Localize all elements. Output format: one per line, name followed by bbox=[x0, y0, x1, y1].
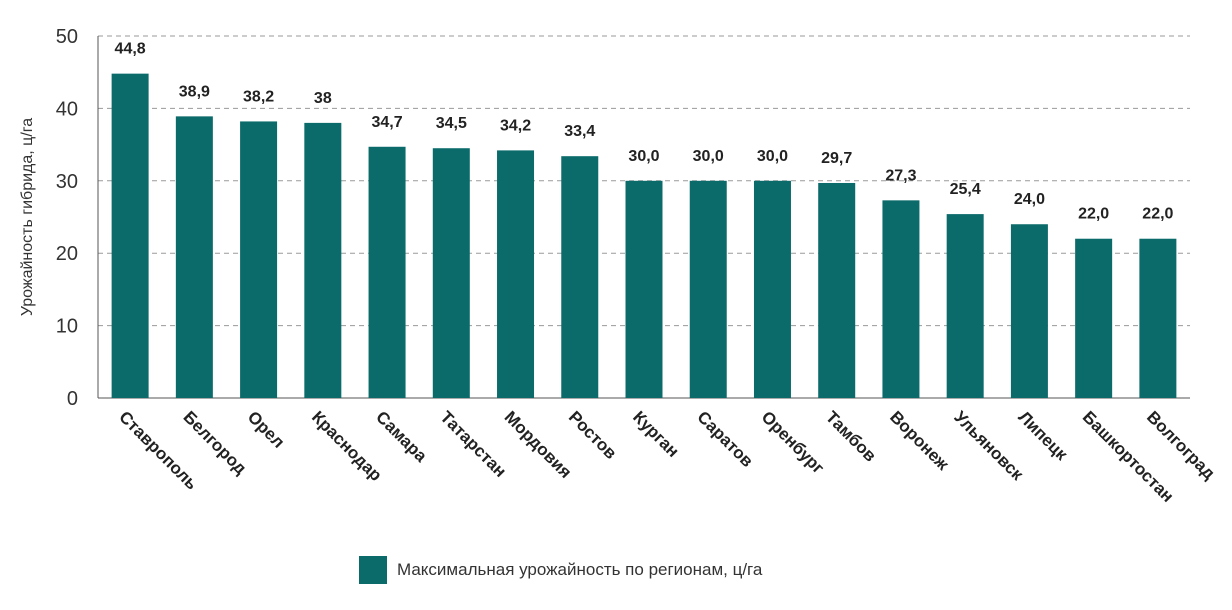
y-tick-label: 50 bbox=[56, 26, 78, 48]
x-tick-label: Саратов bbox=[693, 407, 756, 470]
bar bbox=[1139, 238, 1177, 398]
data-label: 34,7 bbox=[371, 114, 402, 131]
data-label: 34,5 bbox=[436, 115, 467, 132]
bar bbox=[1075, 238, 1113, 398]
data-label: 24,0 bbox=[1014, 191, 1045, 208]
data-label: 22,0 bbox=[1142, 206, 1173, 223]
y-tick-label: 30 bbox=[56, 171, 78, 193]
x-tick-label: Орел bbox=[244, 407, 288, 451]
data-label: 30,0 bbox=[628, 148, 659, 165]
data-label: 38,2 bbox=[243, 88, 274, 105]
y-tick-label: 10 bbox=[56, 316, 78, 338]
x-tick-label: Воронеж bbox=[886, 407, 953, 474]
data-label: 44,8 bbox=[115, 41, 146, 58]
x-tick-label: Оренбург bbox=[758, 407, 828, 477]
bar bbox=[753, 180, 791, 398]
legend-label: Максимальная урожайность по регионам, ц/… bbox=[397, 560, 763, 579]
data-label: 22,0 bbox=[1078, 206, 1109, 223]
bar bbox=[111, 73, 149, 398]
data-label: 33,4 bbox=[564, 123, 595, 140]
bar bbox=[561, 156, 599, 398]
legend: Максимальная урожайность по регионам, ц/… bbox=[359, 556, 762, 584]
legend-swatch bbox=[359, 556, 387, 584]
bar bbox=[432, 148, 470, 398]
bar bbox=[946, 214, 984, 398]
x-tick-label: Мордовия bbox=[501, 407, 576, 482]
y-tick-label: 0 bbox=[67, 388, 78, 410]
data-label: 29,7 bbox=[821, 150, 852, 167]
bar bbox=[240, 121, 278, 398]
data-label: 25,4 bbox=[950, 181, 981, 198]
data-label: 38,9 bbox=[179, 83, 210, 100]
bar bbox=[175, 116, 213, 398]
data-label: 30,0 bbox=[757, 148, 788, 165]
bar bbox=[625, 180, 663, 398]
x-tick-label: Ростов bbox=[565, 407, 620, 462]
bar bbox=[689, 180, 727, 398]
bar bbox=[1010, 224, 1048, 398]
bar bbox=[368, 146, 406, 398]
bar bbox=[304, 122, 342, 398]
y-tick-label: 20 bbox=[56, 243, 78, 265]
bar bbox=[882, 200, 920, 398]
x-tick-label: Тамбов bbox=[822, 407, 880, 465]
x-tick-label: Липецк bbox=[1015, 407, 1072, 464]
x-tick-label: Самара bbox=[372, 407, 431, 466]
data-label: 38 bbox=[314, 90, 332, 107]
y-tick-label: 40 bbox=[56, 98, 78, 120]
data-label: 30,0 bbox=[693, 148, 724, 165]
bar bbox=[497, 150, 535, 398]
x-tick-label: Татарстан bbox=[436, 407, 510, 481]
data-label: 34,2 bbox=[500, 117, 531, 134]
x-tick-label: Курган bbox=[629, 407, 683, 461]
y-axis-title: Урожайность гибрида, ц/га bbox=[19, 118, 36, 316]
bar bbox=[818, 182, 856, 398]
data-label: 27,3 bbox=[885, 167, 916, 184]
